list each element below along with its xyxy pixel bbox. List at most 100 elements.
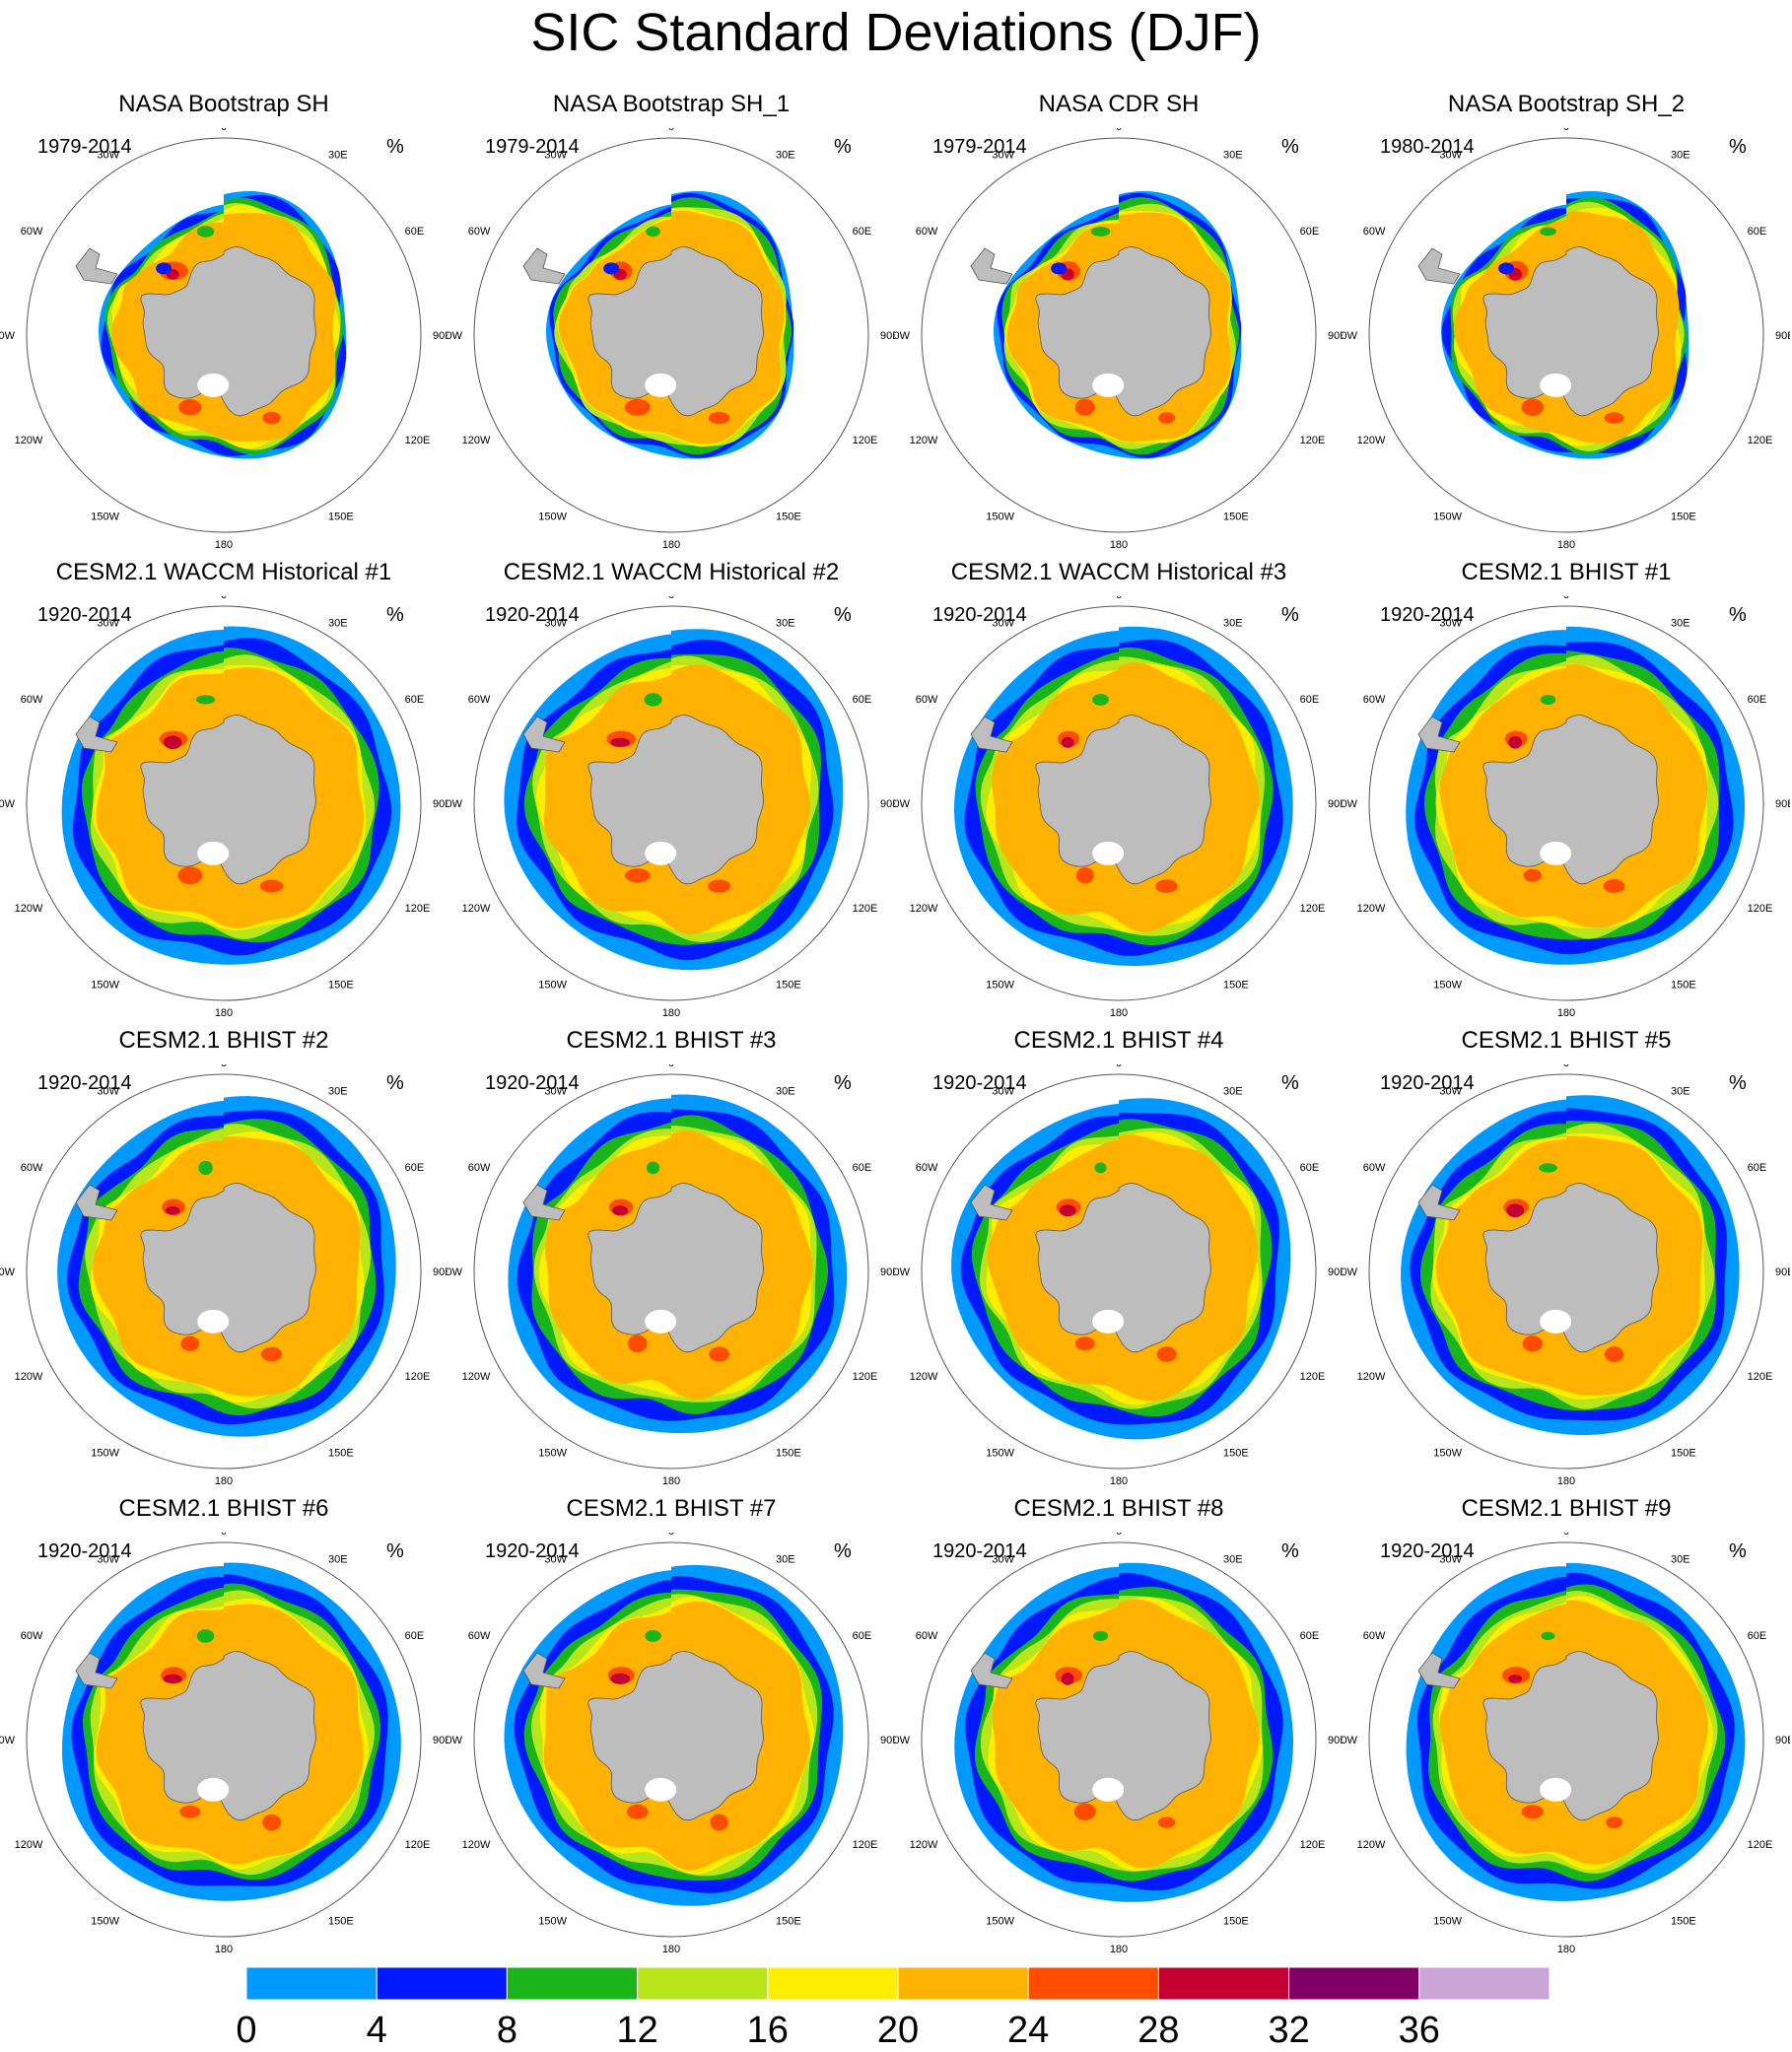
south-america-tip (1417, 1184, 1461, 1221)
south-america-tip (522, 247, 566, 285)
longitude-label: 30W (544, 1553, 567, 1565)
longitude-label: 180 (1557, 539, 1575, 551)
longitude-label: 150W (538, 1448, 567, 1460)
sic-hotspot-4 (309, 345, 333, 360)
longitude-label: 60E (1748, 226, 1767, 238)
antarctica-landmass (1482, 715, 1659, 885)
longitude-label: 150W (91, 1448, 119, 1460)
longitude-label: 150E (328, 1916, 354, 1928)
colorbar-swatch (1418, 1966, 1551, 2001)
polar-map: 0 30E 60E 90E 120E 150E 180 150W 120W 90W 60W 30W (895, 128, 1343, 551)
sic-hotspot-3 (1156, 1346, 1177, 1362)
antarctica-landmass (140, 246, 316, 417)
longitude-label: 90W (895, 798, 911, 810)
longitude-label: 120E (1300, 903, 1326, 915)
sic-hotspot-3 (1158, 412, 1175, 425)
sic-hotspot-5 (646, 226, 660, 238)
longitude-label: 120W (462, 1839, 491, 1851)
polar-map: 0 30E 60E 90E 120E 150E 180 150W 120W 90W 60W 30W (448, 128, 895, 551)
south-america-tip (522, 716, 566, 753)
longitude-label: 90E (1328, 1266, 1343, 1278)
panel-period: 1920-2014 (485, 1540, 580, 1562)
south-america-tip (75, 1184, 118, 1221)
longitude-label: 120E (1300, 1371, 1326, 1383)
longitude-label: 90E (1328, 330, 1343, 342)
antarctica-landmass (587, 1651, 764, 1821)
sic-hotspot-4 (1206, 1282, 1225, 1295)
longitude-label: 90W (448, 330, 463, 342)
sic-hotspot-2 (179, 1805, 201, 1818)
longitude-label: 150E (776, 1916, 801, 1928)
longitude-label: 60E (1748, 1162, 1767, 1174)
south-america-tip (970, 1184, 1013, 1221)
antarctica-landmass (587, 715, 764, 885)
sic-hotspot-3 (1603, 878, 1625, 894)
longitude-label: 30E (1671, 617, 1690, 629)
longitude-label: 30W (992, 1553, 1014, 1565)
longitude-label: 120E (1748, 435, 1773, 446)
antarctica-landmass (1035, 1651, 1211, 1821)
longitude-label: 60W (1363, 226, 1386, 238)
panel-units: % (1729, 136, 1747, 158)
sic-hotspot-5 (644, 693, 662, 707)
longitude-label: 150W (986, 1448, 1014, 1460)
sic-hotspot-4 (1207, 345, 1225, 359)
sic-hotspot-3 (259, 879, 284, 893)
longitude-label: 150E (1223, 512, 1249, 523)
sic-hotspot-5 (196, 226, 215, 238)
sic-hotspot-2 (1074, 1336, 1095, 1351)
sic-hotspot-1 (1059, 1204, 1076, 1217)
longitude-label: 150E (1671, 1916, 1696, 1928)
antarctica-landmass (1482, 246, 1659, 417)
longitude-label: 30W (1439, 1085, 1462, 1097)
longitude-label: 30W (992, 149, 1014, 161)
longitude-label: 30E (328, 1085, 348, 1097)
panel-title: CESM2.1 WACCM Historical #2 (503, 559, 840, 585)
longitude-label: 0 (1116, 1533, 1122, 1538)
longitude-label: 90E (880, 798, 895, 810)
longitude-label: 120E (405, 903, 431, 915)
longitude-label: 150E (1223, 1916, 1249, 1928)
sic-hotspot-1 (163, 1674, 182, 1684)
map-panel: CESM2.1 WACCM Historical #1 1920-2014% 0 30… (0, 468, 448, 1019)
longitude-label: 30E (1671, 149, 1690, 161)
longitude-label: 30W (544, 1085, 567, 1097)
longitude-label: 120E (405, 435, 431, 446)
antarctica-landmass (1035, 715, 1211, 885)
longitude-label: 150E (1223, 1448, 1249, 1460)
longitude-label: 150E (328, 980, 354, 992)
longitude-label: 60E (853, 1630, 872, 1642)
longitude-label: 120W (1357, 435, 1386, 446)
longitude-label: 150W (91, 980, 119, 992)
longitude-label: 60W (468, 1630, 491, 1642)
sic-hotspot-4 (758, 1748, 779, 1765)
longitude-label: 120W (15, 1371, 43, 1383)
ross-ice-shelf (1092, 841, 1125, 865)
longitude-label: 90W (1343, 798, 1358, 810)
panel-period: 1980-2014 (1380, 136, 1475, 158)
longitude-label: 90W (448, 1266, 463, 1278)
polar-map: 0 30E 60E 90E 120E 150E 180 150W 120W 90W 60W 30W (1343, 1064, 1790, 1487)
longitude-label: 30E (776, 617, 795, 629)
longitude-label: 0 (668, 128, 674, 133)
longitude-label: 90W (0, 1266, 16, 1278)
colorbar-tick-label: 0 (236, 2010, 256, 2051)
sic-hotspot-4 (758, 812, 779, 829)
longitude-label: 0 (668, 596, 674, 601)
panel-units: % (1281, 1540, 1299, 1562)
ross-ice-shelf (645, 373, 677, 397)
longitude-label: 30E (328, 617, 348, 629)
sic-hotspot-2 (625, 868, 651, 883)
panel-title: CESM2.1 BHIST #2 (118, 1027, 329, 1054)
longitude-label: 180 (1110, 1007, 1128, 1019)
polar-map: 0 30E 60E 90E 120E 150E 180 150W 120W 90W 60W 30W (895, 596, 1343, 1019)
sic-hotspot-4 (1654, 1750, 1673, 1763)
south-america-tip (970, 247, 1013, 285)
longitude-label: 150W (986, 512, 1014, 523)
polar-map: 0 30E 60E 90E 120E 150E 180 150W 120W 90W 60W 30W (895, 1533, 1343, 1955)
colorbar-swatch (767, 1966, 899, 2001)
longitude-label: 90E (1775, 330, 1790, 342)
panel-period: 1920-2014 (37, 604, 132, 626)
sic-hotspot-5 (1540, 227, 1556, 237)
panel-title: CESM2.1 BHIST #8 (1013, 1495, 1224, 1522)
